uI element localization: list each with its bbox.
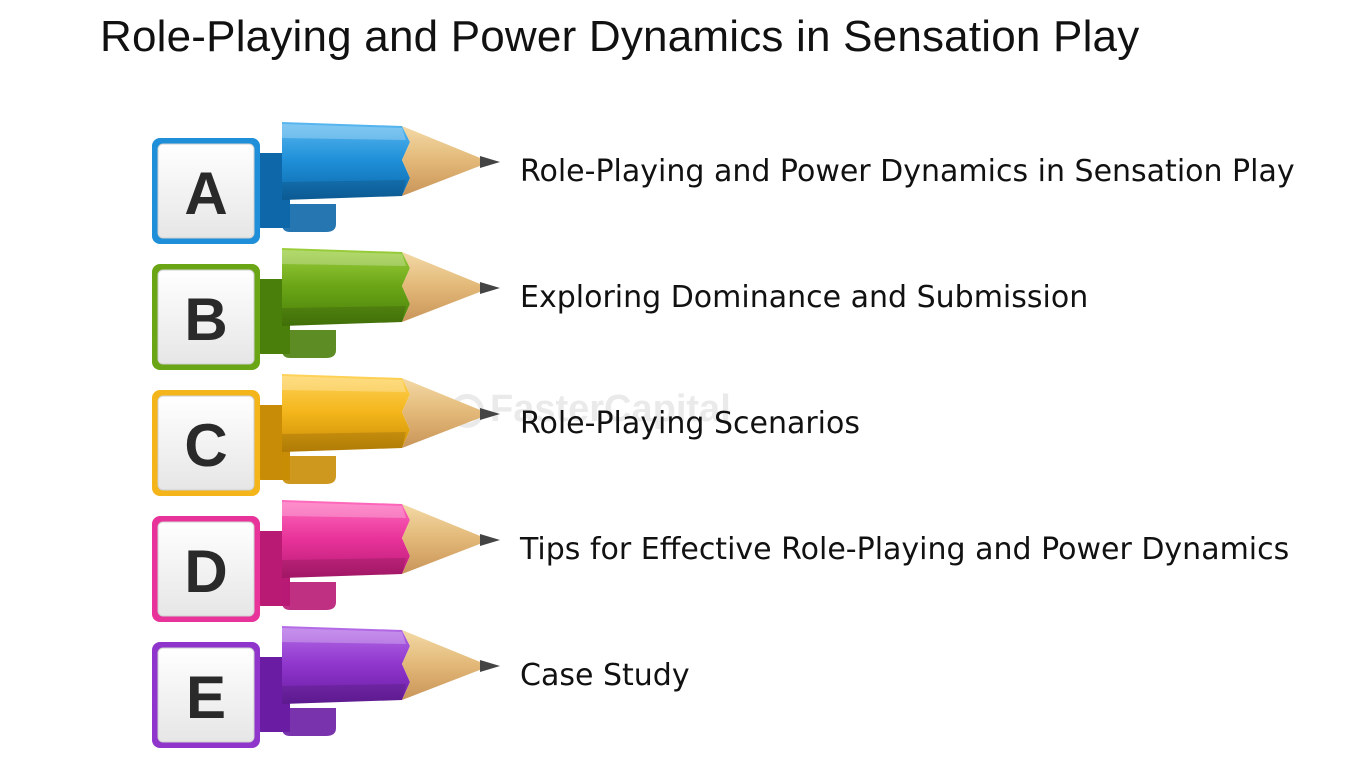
pencil-wood	[402, 378, 490, 448]
page-title: Role-Playing and Power Dynamics in Sensa…	[100, 12, 1140, 61]
item-label: Role-Playing and Power Dynamics in Sensa…	[520, 154, 1295, 189]
item-letter: A	[184, 160, 227, 227]
pencil-wood	[402, 630, 490, 700]
ribbon-curl	[282, 456, 336, 484]
item-letter: B	[184, 286, 227, 353]
pencil-wood	[402, 126, 490, 196]
ribbon-curl	[282, 708, 336, 736]
pencil-body	[282, 122, 410, 200]
pencil-graphic: A	[152, 122, 500, 244]
pencil-lead	[480, 156, 500, 168]
item-letter: E	[186, 664, 226, 731]
ribbon-curl	[282, 582, 336, 610]
pencil-graphic: B	[152, 248, 500, 370]
item-label: Exploring Dominance and Submission	[520, 280, 1089, 315]
pencil-item: D Tips for Effective Role-Playing and Pow…	[150, 498, 1330, 624]
pencil-body	[282, 374, 410, 452]
pencil-body	[282, 626, 410, 704]
pencil-lead	[480, 660, 500, 672]
key-face	[157, 521, 255, 617]
item-letter: D	[184, 538, 227, 605]
item-letter: C	[184, 412, 227, 479]
pencil-graphic: C	[152, 374, 500, 496]
pencil-graphic: E	[152, 626, 500, 748]
ribbon-curl	[282, 204, 336, 232]
pencil-item: B Exploring Dominance and Submission	[150, 246, 1330, 372]
key-face	[157, 143, 255, 239]
item-label: Tips for Effective Role-Playing and Powe…	[520, 532, 1290, 567]
item-label: Role-Playing Scenarios	[520, 406, 861, 441]
key-face	[157, 395, 255, 491]
watermark-text: FasterCapital	[490, 388, 731, 430]
pencil-item: A Role-Playing and Power Dynamics in Sens…	[150, 120, 1330, 246]
key-face	[157, 269, 255, 365]
pencil-item: E Case Study	[150, 624, 1330, 750]
pencil-graphic: D	[152, 500, 500, 622]
pencil-body	[282, 248, 410, 326]
pencil-lead	[480, 408, 500, 420]
pencil-body	[282, 500, 410, 578]
ribbon-curl	[282, 330, 336, 358]
pencil-list: A Role-Playing and Power Dynamics in Sens…	[150, 120, 1330, 750]
pencil-item: C Role-Playing Scenarios	[150, 372, 1330, 498]
item-label: Case Study	[520, 658, 690, 693]
pencil-lead	[480, 282, 500, 294]
pencil-lead	[480, 534, 500, 546]
pencil-wood	[402, 504, 490, 574]
key-face	[157, 647, 255, 743]
pencil-wood	[402, 252, 490, 322]
